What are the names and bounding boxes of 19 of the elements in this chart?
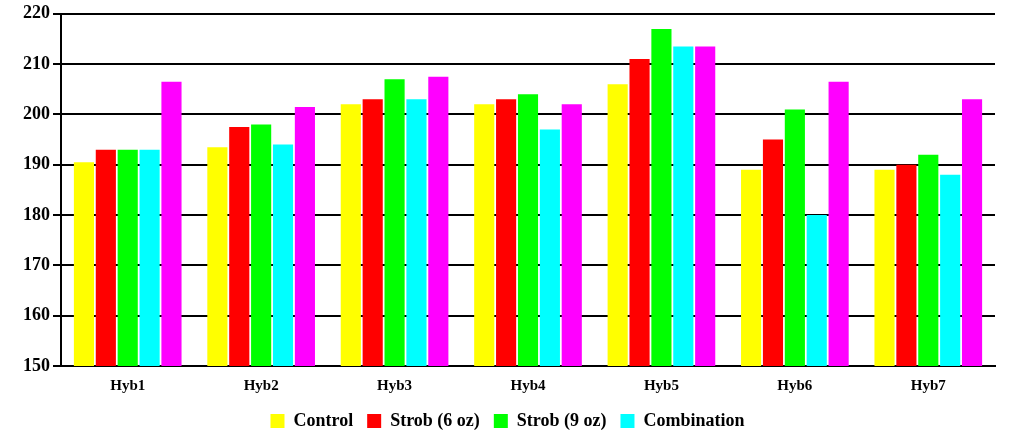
x-tick-label: Hyb3: [377, 376, 413, 393]
y-tick-label: 170: [23, 254, 50, 275]
x-tick-label: Hyb2: [243, 376, 279, 393]
legend-label: Combination: [643, 409, 745, 430]
y-tick-label: 150: [23, 354, 50, 375]
x-tick-label: Hyb6: [777, 376, 813, 393]
legend-label: Strob (6 oz): [390, 409, 480, 431]
y-tick-label: 200: [23, 103, 50, 124]
x-tick-label: Hyb4: [510, 376, 546, 393]
legend-label: Control: [293, 409, 354, 430]
y-tick-label: 220: [23, 2, 50, 23]
y-tick-label: 190: [23, 153, 50, 174]
y-tick-label: 160: [23, 304, 50, 325]
y-tick-label: 180: [23, 203, 50, 224]
x-tick-label: Hyb1: [110, 376, 146, 393]
y-tick-label: 210: [23, 52, 50, 73]
x-tick-label: Hyb7: [910, 376, 947, 393]
x-tick-label: Hyb5: [643, 376, 679, 393]
legend-label: Strob (9 oz): [516, 409, 607, 431]
